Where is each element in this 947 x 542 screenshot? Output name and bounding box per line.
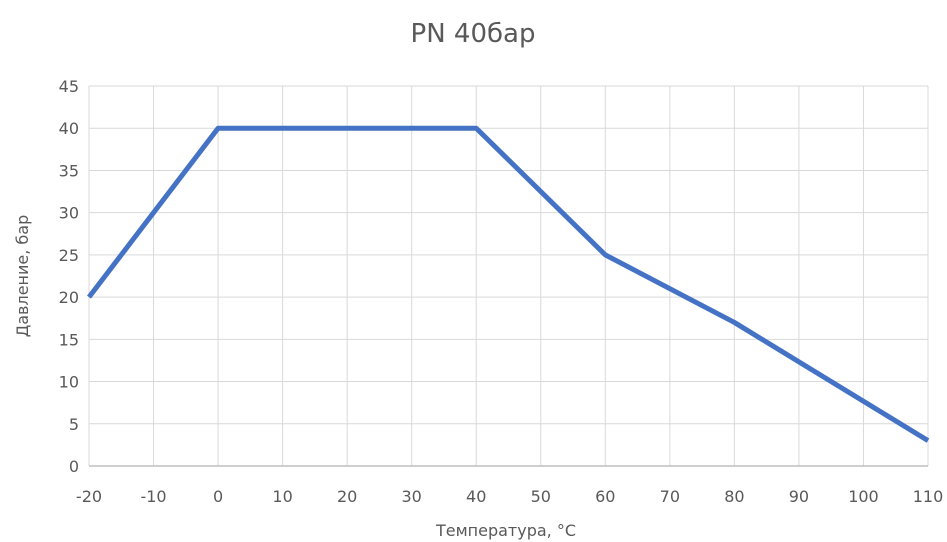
y-tick-label: 20 xyxy=(59,288,79,307)
series-line xyxy=(87,125,930,443)
x-tick-label: 10 xyxy=(272,487,292,506)
y-tick-label: 35 xyxy=(59,161,79,180)
chart-title: PN 40бар xyxy=(411,19,536,49)
y-axis-label: Давление, бар xyxy=(13,215,32,338)
y-tick-label: 45 xyxy=(59,77,79,96)
y-tick-label: 25 xyxy=(59,246,79,265)
y-axis-ticks: 0 5 10 15 20 25 30 35 40 45 xyxy=(59,77,79,476)
x-tick-label: 70 xyxy=(660,487,680,506)
x-tick-label: 60 xyxy=(595,487,615,506)
series-layer xyxy=(87,125,930,443)
x-tick-label: 0 xyxy=(213,487,223,506)
y-tick-label: 5 xyxy=(69,415,79,434)
x-tick-label: 110 xyxy=(913,487,944,506)
y-tick-label: 40 xyxy=(59,119,79,138)
x-tick-label: 40 xyxy=(466,487,486,506)
x-axis-ticks: -20 -10 0 10 20 30 40 50 60 70 80 90 100 110 xyxy=(76,487,943,506)
x-tick-label: -10 xyxy=(140,487,166,506)
x-tick-label: 20 xyxy=(337,487,357,506)
x-tick-label: -20 xyxy=(76,487,102,506)
x-tick-label: 50 xyxy=(531,487,551,506)
x-tick-label: 90 xyxy=(789,487,809,506)
x-axis-label: Температура, °C xyxy=(435,521,576,540)
x-tick-label: 80 xyxy=(724,487,744,506)
x-tick-label: 100 xyxy=(848,487,879,506)
y-tick-label: 15 xyxy=(59,330,79,349)
x-tick-label: 30 xyxy=(402,487,422,506)
y-tick-label: 30 xyxy=(59,204,79,223)
y-tick-label: 0 xyxy=(69,457,79,476)
grid xyxy=(88,85,929,467)
y-tick-label: 10 xyxy=(59,373,79,392)
